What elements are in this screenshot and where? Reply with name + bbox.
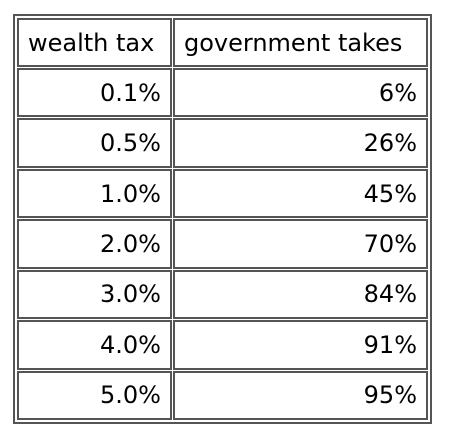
government-takes-cell: 26% [173, 118, 428, 168]
table-row: 0.1% 6% [17, 68, 428, 118]
government-takes-cell: 84% [173, 269, 428, 320]
government-takes-cell: 70% [173, 219, 428, 269]
government-takes-cell: 91% [173, 320, 428, 370]
table-row: 5.0% 95% [17, 370, 428, 420]
table-row: 4.0% 91% [17, 320, 428, 370]
wealth-tax-cell: 0.1% [17, 68, 172, 118]
table-row: 3.0% 84% [17, 269, 428, 320]
wealth-tax-cell: 5.0% [17, 370, 172, 420]
government-takes-cell: 6% [173, 68, 428, 118]
table-row: 2.0% 70% [17, 219, 428, 269]
table-header-row: wealth tax government takes [17, 18, 428, 67]
government-takes-cell: 45% [173, 168, 428, 219]
header-government-takes: government takes [173, 18, 428, 67]
wealth-tax-table-container: wealth tax government takes 0.1% 6% 0.5%… [13, 14, 432, 424]
wealth-tax-cell: 4.0% [17, 320, 172, 370]
wealth-tax-cell: 2.0% [17, 219, 172, 269]
wealth-tax-cell: 3.0% [17, 269, 172, 320]
government-takes-cell: 95% [173, 370, 428, 420]
header-wealth-tax: wealth tax [17, 18, 172, 67]
table-row: 1.0% 45% [17, 168, 428, 219]
wealth-tax-cell: 0.5% [17, 118, 172, 168]
wealth-tax-table: wealth tax government takes 0.1% 6% 0.5%… [16, 17, 429, 421]
wealth-tax-cell: 1.0% [17, 168, 172, 219]
table-row: 0.5% 26% [17, 118, 428, 168]
